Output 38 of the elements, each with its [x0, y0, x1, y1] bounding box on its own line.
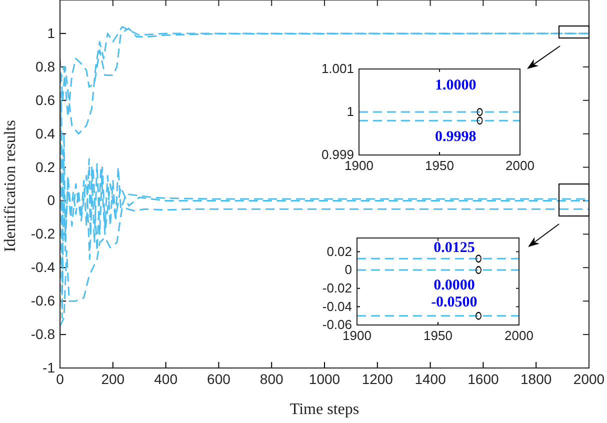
x-tick-label: 1000	[308, 370, 340, 387]
y-tick-label: -0.02	[322, 280, 352, 296]
y-axis-title: Identification results	[2, 120, 19, 252]
y-tick-label: -0.6	[30, 292, 56, 309]
y-tick-label: 1	[346, 104, 354, 120]
annotation: -0.0500	[431, 294, 478, 311]
x-tick-label: 200	[101, 370, 125, 387]
x-tick-label: 1200	[362, 370, 394, 387]
x-tick-label: 800	[260, 370, 284, 387]
y-tick-label: -0.04	[322, 298, 352, 314]
annotation: 0.0000	[434, 277, 475, 294]
y-tick-label: 0.02	[326, 244, 352, 259]
x-tick-label: 1950	[424, 328, 452, 344]
y-tick-label: 0.6	[36, 92, 56, 108]
y-tick-label: -1	[42, 359, 56, 376]
annotation: 1.0000	[434, 78, 476, 94]
x-tick-label: 2000	[506, 158, 534, 174]
y-tick-label: 0.2	[36, 158, 56, 175]
y-tick-label: 0	[344, 262, 352, 278]
y-tick-label: 1	[47, 24, 56, 41]
x-tick-label: 600	[207, 370, 231, 387]
y-tick-label: 0	[47, 192, 56, 208]
x-tick-label: 400	[154, 370, 178, 387]
x-tick-label: 1800	[520, 370, 552, 387]
x-tick-label: 2000	[573, 370, 605, 387]
y-tick-label: 0.4	[36, 125, 56, 142]
y-tick-label: 1.001	[321, 61, 354, 76]
annotation: 0.9998	[434, 129, 476, 146]
y-tick-label: -0.4	[30, 259, 56, 276]
x-tick-label: 1400	[414, 370, 446, 387]
annotation: 0.0125	[434, 240, 475, 256]
x-tick-label: 2000	[504, 328, 534, 344]
x-axis-title: Time steps	[290, 401, 360, 418]
x-tick-label: 1950	[425, 158, 454, 174]
y-tick-label: 0.8	[36, 58, 56, 74]
x-tick-label: 1600	[468, 370, 499, 387]
y-tick-label: -0.8	[30, 326, 56, 342]
y-tick-label: -0.2	[30, 226, 56, 242]
